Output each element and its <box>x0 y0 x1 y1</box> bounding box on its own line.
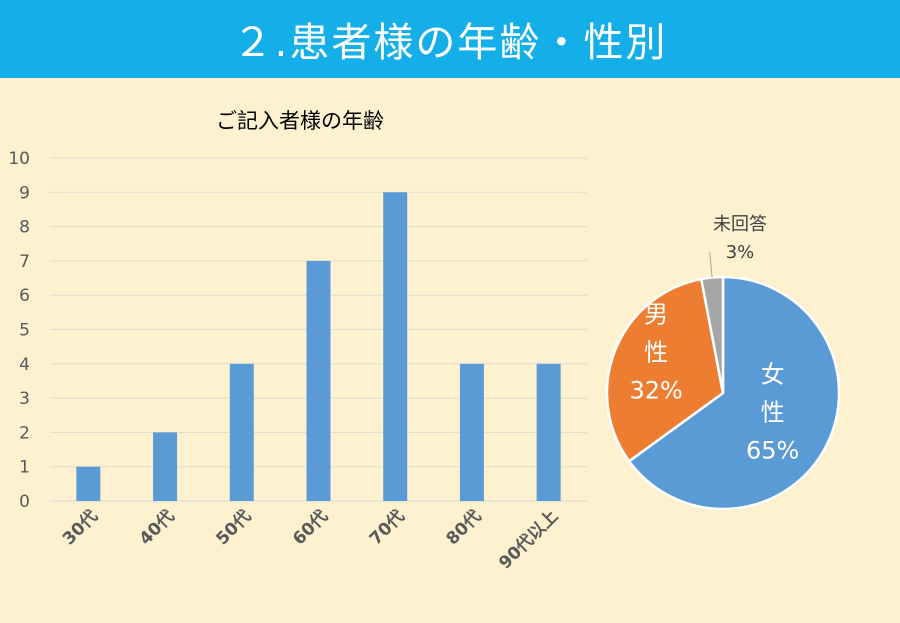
pie-label: 性 <box>761 398 785 426</box>
y-tick-label: 7 <box>19 252 30 272</box>
x-tick-label: 50代 <box>212 506 256 550</box>
pie-label: 女 <box>761 360 785 388</box>
slide-body: ご記入者様の年齢 0 1 2 3 4 5 6 7 8 9 10 30代 40代 50代 60代 70代 80代 90… <box>0 78 900 623</box>
title-banner: ２.患者様の年齢・性別 <box>0 0 900 78</box>
age-bar-chart: ご記入者様の年齢 0 1 2 3 4 5 6 7 8 9 10 30代 40代 50代 60代 70代 80代 90… <box>8 109 587 574</box>
y-tick-label: 10 <box>8 149 30 169</box>
x-tick-label: 70代 <box>365 506 409 550</box>
y-tick-label: 4 <box>19 355 30 375</box>
y-tick-label: 3 <box>19 389 30 409</box>
bar <box>306 260 331 501</box>
bar <box>536 363 561 501</box>
y-tick-label: 2 <box>19 423 30 443</box>
pie-label: 未回答 <box>713 214 767 235</box>
y-tick-label: 1 <box>19 458 30 478</box>
bar-chart-title: ご記入者様の年齢 <box>216 109 384 133</box>
y-tick-label: 6 <box>19 286 30 306</box>
pie-slice <box>605 277 725 463</box>
pie-label: 性 <box>644 339 668 367</box>
x-tick-label: 40代 <box>135 506 179 550</box>
bar <box>229 363 254 501</box>
x-tick-label: 30代 <box>58 506 102 550</box>
bar <box>153 432 178 501</box>
leader-line <box>709 251 713 278</box>
pie-slice <box>627 275 841 511</box>
x-tick-label: 60代 <box>288 506 332 550</box>
pie-value-label: 32% <box>629 377 682 405</box>
bar <box>383 192 408 502</box>
x-tick-label: 90代以上 <box>495 506 563 574</box>
bar <box>76 466 101 501</box>
x-tick-label: 80代 <box>442 506 486 550</box>
pie-value-label: 65% <box>746 436 799 464</box>
y-tick-label: 5 <box>19 321 30 341</box>
pie-slice <box>699 275 725 394</box>
pie-value-label: 3% <box>726 242 755 263</box>
bar <box>459 363 484 501</box>
page-title: ２.患者様の年齢・性別 <box>232 20 668 66</box>
y-tick-label: 9 <box>19 183 30 203</box>
y-tick-label: 0 <box>19 492 30 512</box>
pie-label: 男 <box>644 301 668 329</box>
y-tick-label: 8 <box>19 218 30 238</box>
